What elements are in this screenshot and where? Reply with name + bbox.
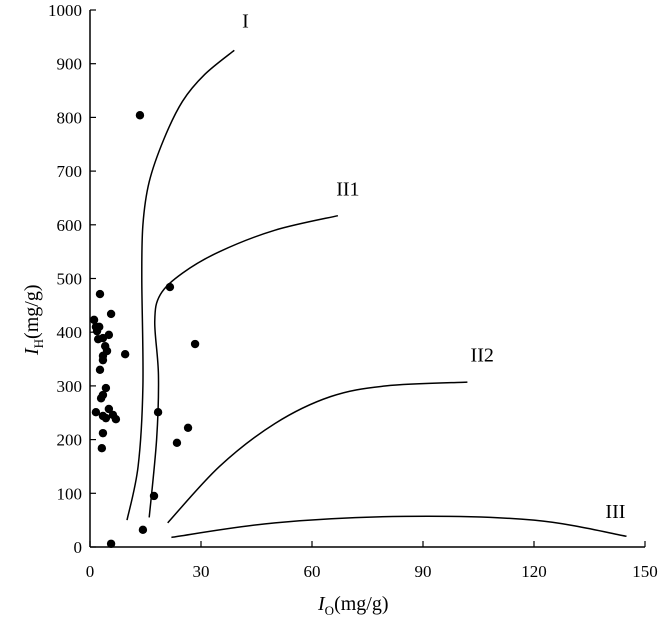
curve-label-I: I <box>242 11 249 33</box>
data-point <box>98 355 108 365</box>
data-point <box>104 404 114 414</box>
data-point <box>183 423 193 432</box>
data-point <box>135 111 145 120</box>
data-point <box>98 428 108 438</box>
data-point <box>95 289 105 299</box>
x-tick-label: 60 <box>304 562 321 581</box>
curve-I <box>126 49 235 521</box>
data-point <box>149 491 159 501</box>
curve-label-III: III <box>605 501 625 523</box>
data-point <box>98 333 108 343</box>
data-point <box>96 394 106 403</box>
curve-II1 <box>148 214 339 518</box>
curve-label-II1: II1 <box>336 178 359 200</box>
data-point <box>190 339 200 349</box>
curve-III <box>171 515 627 539</box>
y-tick-label: 400 <box>57 323 83 342</box>
y-tick-label: 100 <box>57 484 83 503</box>
y-axis-label: IH(mg/g) <box>21 285 46 357</box>
data-point <box>92 326 102 336</box>
x-axis-label: IO(mg/g) <box>317 593 389 618</box>
curve-label-II2: II2 <box>471 345 494 367</box>
data-point <box>153 408 163 417</box>
data-point <box>101 383 111 393</box>
data-point <box>101 413 111 423</box>
axes: 0 30 60 90 120 150 0 100 200 300 400 500 600 700 800 90… <box>48 1 658 581</box>
data-point <box>120 350 130 359</box>
data-points <box>89 111 200 548</box>
y-tick-label: 0 <box>74 538 83 557</box>
x-tick-label: 150 <box>632 562 658 581</box>
x-tick-label: 0 <box>86 562 95 581</box>
data-point <box>89 315 99 325</box>
y-tick-label: 700 <box>57 162 83 181</box>
curves: I II1 II2 III <box>126 11 627 539</box>
data-point <box>97 443 107 453</box>
data-point <box>106 539 116 548</box>
data-point <box>95 365 105 374</box>
x-tick-label: 120 <box>521 562 547 581</box>
x-tick-label: 30 <box>193 562 210 581</box>
data-point <box>165 282 175 292</box>
data-point <box>172 438 182 448</box>
y-tick-label: 800 <box>57 108 83 127</box>
y-tick-label: 900 <box>57 55 83 74</box>
y-tick-label: 500 <box>57 270 83 289</box>
data-point <box>111 414 121 424</box>
data-point <box>138 525 148 535</box>
y-tick-label: 300 <box>57 377 83 396</box>
curve-II2 <box>167 381 468 524</box>
data-point <box>106 309 116 319</box>
data-point <box>91 408 101 417</box>
y-tick-label: 200 <box>57 431 83 450</box>
y-tick-label: 600 <box>57 216 83 235</box>
y-tick-label: 1000 <box>48 1 82 20</box>
x-tick-label: 90 <box>415 562 432 581</box>
